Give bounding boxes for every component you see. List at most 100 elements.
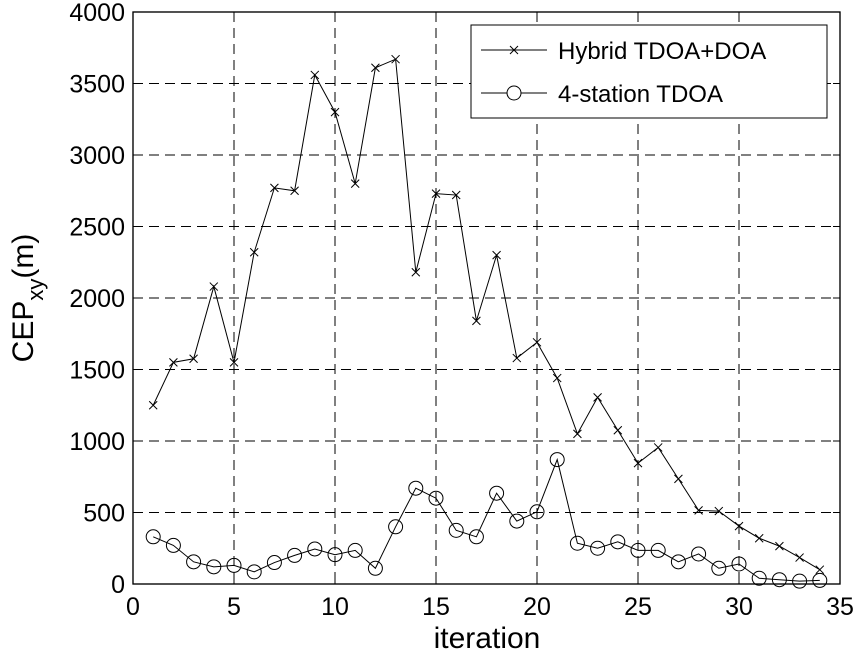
y-axis-label-text: CEPxy(m) bbox=[7, 234, 48, 363]
data-point-circle-marker bbox=[489, 485, 505, 501]
data-point-circle-marker bbox=[367, 560, 383, 576]
data-point-x-marker bbox=[229, 357, 239, 367]
y-tick-label: 3000 bbox=[69, 142, 125, 170]
series-tdoa bbox=[145, 452, 828, 589]
y-tick-label: 3500 bbox=[69, 71, 125, 99]
data-point-x-marker bbox=[573, 429, 582, 439]
data-point-circle-marker bbox=[670, 554, 686, 570]
data-point-x-marker bbox=[775, 541, 784, 551]
data-point-circle-marker bbox=[226, 557, 242, 573]
data-point-x-marker bbox=[209, 282, 219, 291]
y-tick-label: 2000 bbox=[69, 285, 125, 313]
data-point-x-marker bbox=[795, 553, 804, 562]
data-point-x-marker bbox=[189, 354, 198, 364]
data-point-circle-marker bbox=[650, 542, 666, 558]
data-point-circle-marker bbox=[751, 570, 767, 586]
legend-item-hybrid: Hybrid TDOA+DOA bbox=[481, 38, 766, 65]
data-point-x-marker bbox=[694, 506, 703, 515]
x-tick-label: 35 bbox=[826, 593, 854, 621]
data-point-x-marker bbox=[290, 186, 299, 196]
data-point-x-marker bbox=[350, 179, 360, 188]
data-point-x-marker bbox=[754, 533, 764, 543]
data-point-x-marker bbox=[391, 54, 400, 64]
y-axis-label-suffix: (m) bbox=[7, 234, 40, 279]
y-axis-label-subscript: xy bbox=[23, 279, 48, 301]
data-point-circle-marker bbox=[165, 537, 181, 553]
axis-ticks: 0 5 10 15 20 25 30 35 0 500 1000 1500 2000 2500 3000 35… bbox=[69, 0, 854, 621]
data-point-circle-marker bbox=[266, 555, 282, 571]
legend-box bbox=[470, 24, 828, 119]
data-point-x-marker bbox=[411, 267, 421, 277]
data-point-circle-marker bbox=[307, 541, 323, 557]
legend: Hybrid TDOA+DOA 4-station TDOA bbox=[470, 24, 828, 119]
data-point-x-marker bbox=[249, 247, 259, 257]
series-hybrid bbox=[148, 54, 825, 575]
data-point-x-marker bbox=[532, 337, 542, 347]
y-tick-label: 2500 bbox=[69, 214, 125, 242]
data-point-x-marker bbox=[714, 506, 724, 516]
x-tick-label: 5 bbox=[227, 593, 241, 621]
y-tick-label: 1500 bbox=[69, 357, 125, 385]
series-group bbox=[145, 54, 828, 589]
data-point-x-marker bbox=[552, 373, 562, 383]
data-point-circle-marker bbox=[145, 529, 161, 545]
data-point-x-marker bbox=[169, 357, 178, 367]
x-tick-label: 10 bbox=[321, 593, 349, 621]
data-point-circle-marker bbox=[408, 480, 424, 496]
data-point-circle-marker bbox=[590, 540, 606, 556]
data-point-circle-marker bbox=[509, 513, 525, 529]
x-tick-label: 15 bbox=[422, 593, 450, 621]
data-point-x-marker bbox=[492, 250, 501, 260]
data-point-x-marker bbox=[148, 400, 158, 410]
data-point-circle-marker bbox=[206, 559, 222, 575]
series-line bbox=[152, 58, 821, 571]
data-point-circle-marker bbox=[529, 504, 545, 520]
data-point-circle-marker bbox=[246, 564, 262, 580]
data-point-x-marker bbox=[310, 70, 320, 80]
data-point-x-marker bbox=[270, 183, 279, 193]
data-point-circle-marker bbox=[731, 556, 747, 572]
data-point-x-marker bbox=[613, 425, 623, 435]
data-point-circle-marker bbox=[287, 547, 303, 563]
data-point-circle-marker bbox=[468, 529, 484, 545]
data-point-circle-marker bbox=[186, 554, 202, 570]
data-point-circle-marker bbox=[448, 522, 464, 538]
legend-marker-circle-icon bbox=[506, 85, 522, 101]
data-point-circle-marker bbox=[792, 573, 808, 589]
data-point-circle-marker bbox=[327, 547, 343, 563]
x-tick-label: 25 bbox=[624, 593, 652, 621]
y-tick-label: 0 bbox=[111, 571, 125, 599]
data-point-circle-marker bbox=[569, 535, 585, 551]
data-point-x-marker bbox=[512, 353, 522, 363]
data-point-x-marker bbox=[472, 316, 481, 326]
y-tick-label: 1000 bbox=[69, 428, 125, 456]
legend-marker-x-icon bbox=[509, 45, 519, 55]
data-point-x-marker bbox=[593, 393, 602, 402]
series-line bbox=[153, 457, 820, 582]
data-point-circle-marker bbox=[711, 560, 727, 576]
data-point-x-marker bbox=[653, 443, 663, 452]
y-axis-label-main: CEP bbox=[7, 301, 40, 363]
y-tick-label: 4000 bbox=[69, 0, 125, 27]
x-axis-label: iteration bbox=[434, 622, 541, 655]
legend-item-tdoa: 4-station TDOA bbox=[481, 81, 723, 108]
data-point-x-marker bbox=[633, 458, 643, 468]
legend-label-hybrid: Hybrid TDOA+DOA bbox=[558, 38, 766, 65]
data-point-circle-marker bbox=[610, 534, 626, 550]
data-point-circle-marker bbox=[630, 542, 646, 558]
data-point-x-marker bbox=[371, 63, 380, 73]
data-point-x-marker bbox=[674, 474, 683, 484]
data-point-circle-marker bbox=[691, 546, 707, 562]
y-axis-label: CEPxy(m) bbox=[7, 234, 48, 363]
data-point-circle-marker bbox=[549, 452, 565, 468]
data-point-x-marker bbox=[330, 107, 340, 117]
data-point-x-marker bbox=[431, 189, 441, 198]
legend-label-tdoa: 4-station TDOA bbox=[558, 81, 723, 108]
data-point-circle-marker bbox=[388, 519, 404, 535]
x-tick-label: 0 bbox=[126, 593, 140, 621]
data-point-x-marker bbox=[451, 190, 461, 200]
x-tick-label: 20 bbox=[523, 593, 551, 621]
data-point-circle-marker bbox=[812, 572, 828, 588]
data-point-x-marker bbox=[734, 521, 744, 531]
